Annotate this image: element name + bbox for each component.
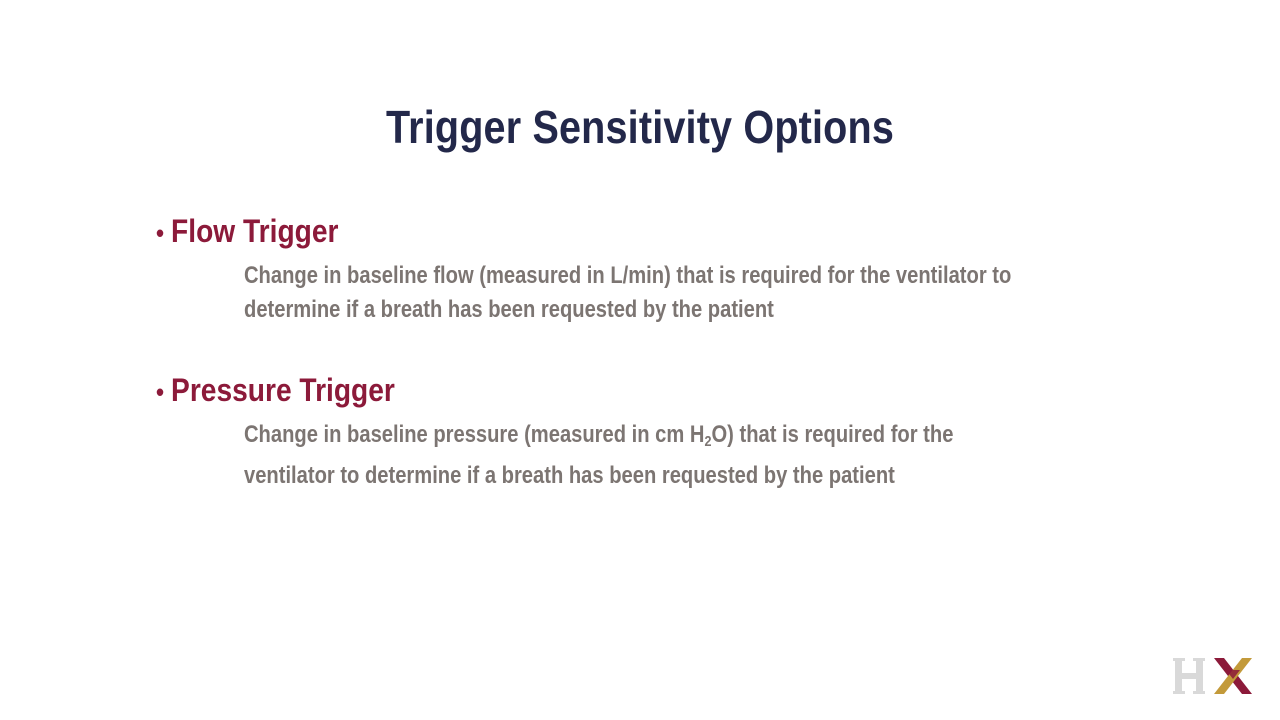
description-text: Change in baseline pressure (measured in… (244, 421, 705, 448)
description-text: O) that is required for the (711, 421, 954, 448)
description-line: Change in baseline pressure (measured in… (244, 418, 1092, 459)
hx-logo-icon (1173, 658, 1252, 694)
bullet-heading: • Flow Trigger (156, 211, 338, 251)
bullet-heading-text: Flow Trigger (171, 213, 339, 249)
subscript-text: 2 (704, 433, 712, 450)
bullet-dot-icon: • (156, 377, 165, 407)
bullet-dot-icon: • (156, 218, 165, 248)
bullet-pressure-trigger: • Pressure Trigger (156, 370, 427, 410)
flow-trigger-description: Change in baseline flow (measured in L/m… (244, 259, 1092, 327)
bullet-flow-trigger: • Flow Trigger (156, 211, 363, 251)
description-line: Change in baseline flow (measured in L/m… (244, 262, 1012, 289)
description-line: ventilator to determine if a breath has … (244, 462, 895, 489)
bullet-heading-text: Pressure Trigger (171, 372, 395, 408)
pressure-trigger-description: Change in baseline pressure (measured in… (244, 418, 1092, 493)
description-line: determine if a breath has been requested… (244, 296, 774, 323)
bullet-heading: • Pressure Trigger (156, 370, 395, 410)
slide-title: Trigger Sensitivity Options (385, 101, 895, 153)
